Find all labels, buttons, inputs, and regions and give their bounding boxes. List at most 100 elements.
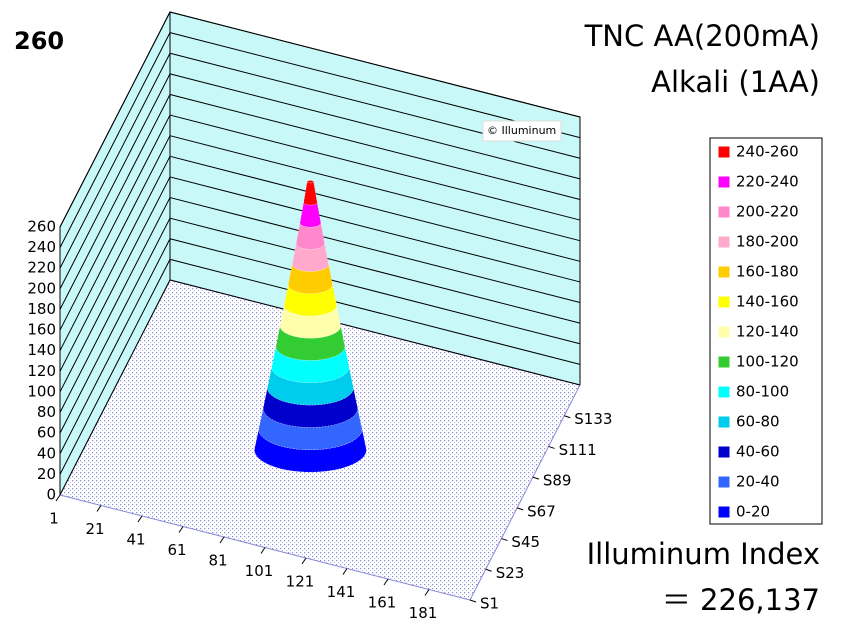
grid-line: [59, 32, 581, 248]
peak-label: 260: [14, 27, 64, 55]
z-tick-label: 100: [27, 382, 56, 400]
grid-line: [59, 73, 581, 290]
y-tick: [564, 415, 571, 419]
x-tick: [383, 578, 389, 586]
y-tick-label: S111: [559, 441, 597, 459]
legend: 240-260 220-240 200-220 180-200 160-180 140-1…: [718, 143, 799, 521]
grid-line: [59, 52, 581, 269]
y-tick-label: S23: [496, 564, 525, 582]
z-tick-label: 160: [27, 321, 56, 339]
z-tick-label: 180: [27, 300, 56, 318]
legend-swatch: [718, 446, 730, 458]
index-label: Illuminum Index: [587, 537, 820, 571]
surface-band: [275, 325, 346, 361]
grid-line: [59, 155, 581, 372]
legend-label: 200-220: [736, 203, 799, 221]
surface-band: [267, 367, 354, 406]
y-tick-label: S67: [527, 502, 556, 520]
grid-line: [59, 217, 581, 434]
grid-line: [59, 176, 581, 393]
surface-band: [299, 202, 322, 228]
legend-swatch: [718, 206, 730, 218]
y-tick: [485, 568, 492, 572]
z-tick-label: 60: [37, 424, 56, 442]
z-tick-label: 240: [27, 238, 56, 256]
legend-label: 40-60: [736, 443, 780, 461]
legend-label: 220-240: [736, 173, 799, 191]
x-tick: [96, 505, 102, 512]
z-tick-label: 80: [37, 403, 56, 421]
chart-subtitle: Alkali (1AA): [651, 65, 820, 99]
y-tick-label: S45: [511, 533, 540, 551]
y-tick: [501, 538, 508, 542]
legend-swatch: [718, 236, 730, 248]
legend-swatch: [718, 386, 730, 398]
x-tick-label: 41: [126, 531, 145, 549]
grid-line: [59, 114, 581, 331]
grid-line: [59, 11, 581, 228]
legend-swatch: [718, 506, 730, 518]
x-tick-label: 21: [85, 520, 104, 538]
grid-line: [59, 238, 581, 454]
surface-band: [254, 429, 367, 473]
watermark: © Illuminum: [487, 124, 556, 137]
surface-band: [283, 284, 337, 317]
z-tick-label: 140: [27, 341, 56, 359]
x-tick: [301, 557, 307, 565]
watermark-box: [482, 120, 562, 142]
x-tick-label: 61: [167, 541, 186, 559]
x-tick-label: 161: [368, 594, 397, 612]
y-tick: [516, 507, 524, 511]
z-tick-label: 40: [37, 444, 56, 462]
legend-label: 240-260: [736, 143, 799, 161]
x-tick: [137, 515, 143, 523]
z-tick-label: 20: [37, 465, 56, 483]
y-tick: [548, 445, 555, 449]
surface-band: [271, 346, 350, 383]
z-tick-label: 220: [27, 259, 56, 277]
x-tick-label: 81: [208, 552, 227, 570]
z-tick-label: 260: [27, 218, 56, 236]
x-tick-label: 121: [286, 573, 315, 591]
legend-label: 0-20: [736, 503, 770, 521]
legend-label: 160-180: [736, 263, 799, 281]
legend-swatch: [718, 296, 730, 308]
x-tick: [260, 547, 266, 554]
grid-line: [59, 258, 581, 475]
chart-title: TNC AA(200mA): [584, 19, 820, 53]
surface-band: [288, 264, 333, 294]
z-tick-label: 120: [27, 362, 56, 380]
legend-label: 20-40: [736, 473, 780, 491]
legend-swatch: [718, 146, 730, 158]
x-tick-label: 1: [49, 510, 59, 528]
grid-line: [59, 196, 581, 413]
legend-label: 180-200: [736, 233, 799, 251]
legend-swatch: [718, 326, 730, 338]
x-tick: [424, 589, 430, 596]
surface-band: [303, 181, 318, 206]
x-tick-label: 141: [327, 583, 356, 601]
legend-label: 100-120: [736, 353, 799, 371]
legend-label: 140-160: [736, 293, 799, 311]
legend-swatch: [718, 416, 730, 428]
legend-swatch: [718, 266, 730, 278]
plot-area: 0204060801001201401601802002202402601214…: [27, 11, 612, 622]
legend-swatch: [718, 176, 730, 188]
legend-swatch: [718, 356, 730, 368]
surface-band: [258, 408, 363, 450]
grid-line: [59, 279, 581, 496]
grid-line: [59, 135, 581, 351]
x-tick-label: 181: [409, 604, 438, 622]
legend-label: 60-80: [736, 413, 780, 431]
surface-band: [279, 305, 341, 339]
z-tick-label: 200: [27, 279, 56, 297]
surface-band: [295, 222, 325, 250]
x-tick: [219, 536, 225, 544]
x-tick-label: 101: [245, 562, 274, 580]
index-value: ＝ 226,137: [662, 583, 820, 617]
x-tick: [55, 494, 61, 502]
y-tick-label: S1: [480, 595, 499, 613]
legend-label: 120-140: [736, 323, 799, 341]
